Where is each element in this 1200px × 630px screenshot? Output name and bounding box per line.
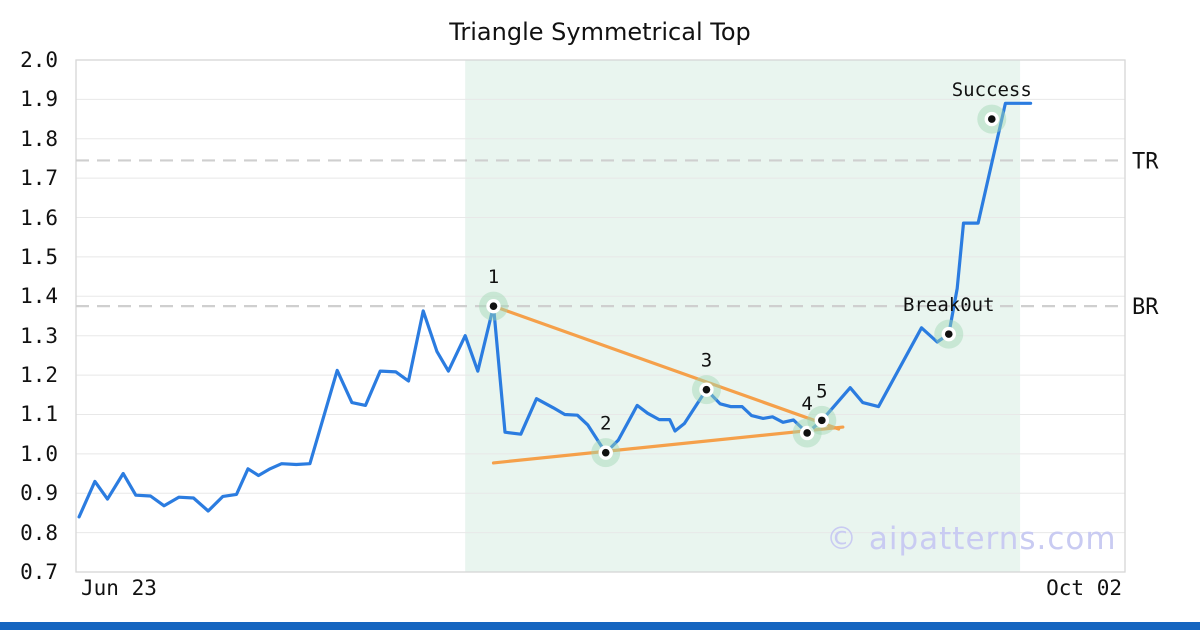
y-tick-label: 1.3 [20,323,58,348]
pattern-region [465,60,1021,572]
y-tick-label: 1.8 [20,126,58,151]
marker-dot-4 [803,429,811,437]
y-tick-label: 1.7 [20,166,58,191]
marker-dot-2 [601,448,610,457]
marker-dot-3 [702,385,711,394]
y-tick-label: 1.5 [20,244,58,269]
trendline-upper [491,304,841,431]
annotation-label-success: Success [952,79,1032,101]
y-tick-label: 1.6 [20,205,58,230]
chart-title: Triangle Symmetrical Top [449,18,751,46]
y-tick-label: 1.0 [20,441,58,466]
level-label-tr: TR [1132,149,1159,174]
x-axis-start-label: Jun 23 [81,576,157,600]
annotation-label-break0ut: Break0ut [903,294,995,316]
annotation-label-5: 5 [816,380,827,402]
marker-dot-1 [489,302,498,310]
y-tick-label: 1.2 [20,363,58,388]
x-axis-end-label: Oct 02 [1046,576,1122,600]
marker-dot-5 [818,416,826,425]
watermark-text: © aipatterns.com [826,521,1117,557]
y-tick-label: 0.8 [20,520,58,545]
y-tick-label: 0.9 [20,481,58,506]
marker-dot-success [987,115,996,123]
y-tick-label: 0.7 [20,560,58,584]
y-tick-label: 1.9 [20,87,58,112]
y-tick-label: 1.1 [20,402,58,427]
bottom-accent-bar [0,622,1200,630]
y-tick-label: 2.0 [20,48,58,72]
level-label-br: BR [1132,295,1159,320]
annotation-label-3: 3 [701,350,712,372]
marker-dot-break0ut [944,330,953,338]
annotation-label-4: 4 [801,393,812,415]
annotation-label-1: 1 [488,266,499,288]
plot-border [75,59,1126,573]
trendline-lower [491,425,845,465]
y-tick-label: 1.4 [20,284,58,309]
annotation-label-2: 2 [600,413,611,435]
